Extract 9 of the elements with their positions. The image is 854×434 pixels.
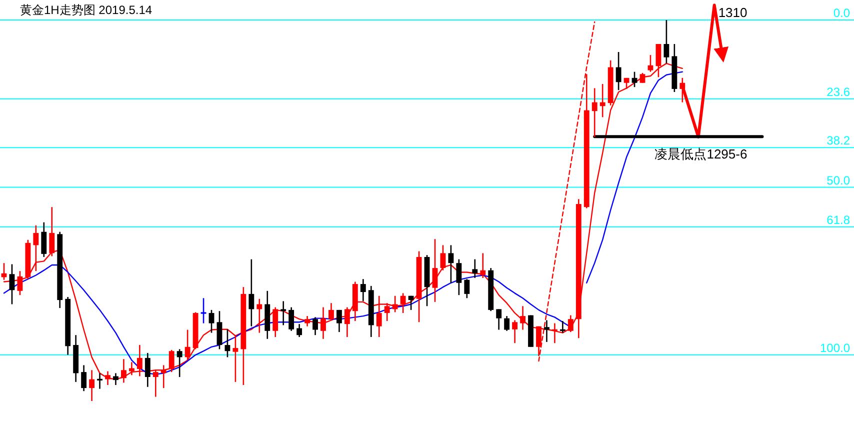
annotation: 23.6 xyxy=(826,84,850,99)
annotation: 50.0 xyxy=(826,173,850,188)
annotation: 38.2 xyxy=(826,134,850,148)
annotation: 100.0 xyxy=(820,340,850,355)
annotation: 61.8 xyxy=(826,212,850,227)
series-label: 1310 xyxy=(718,5,748,20)
series-label: 凌晨低点1295-6 xyxy=(654,146,748,162)
chart-title: 黄金1H走势图 2019.5.14 xyxy=(20,3,152,17)
annotation: 0.0 xyxy=(833,6,850,20)
